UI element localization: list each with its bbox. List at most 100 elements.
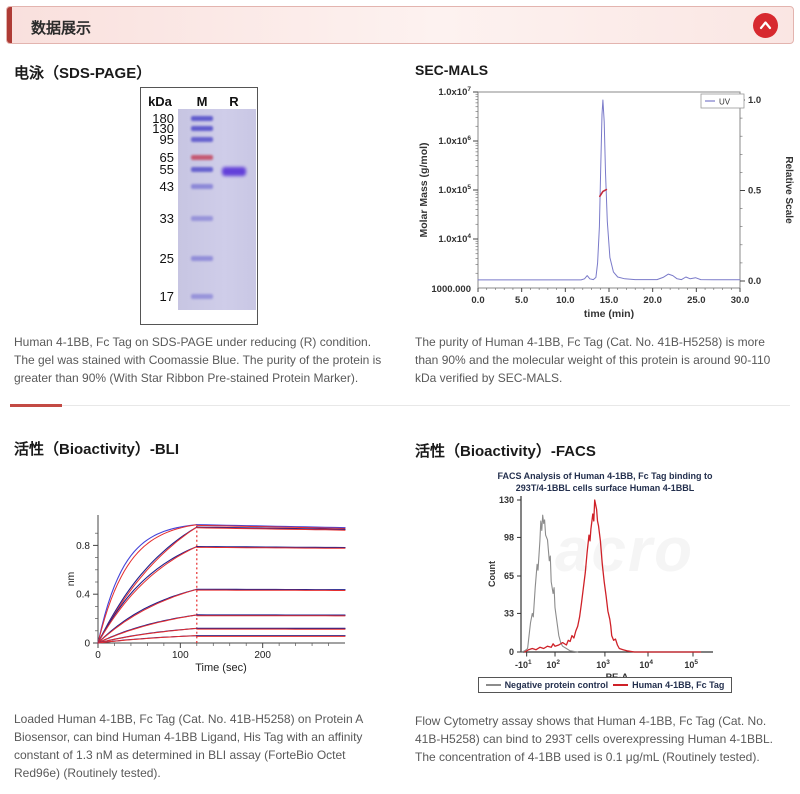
- facs-chart-title-line1: FACS Analysis of Human 4-1BB, Fc Tag bin…: [497, 471, 713, 481]
- x-axis-tick-label: 100: [172, 650, 189, 661]
- bli-data-association: [97, 546, 198, 644]
- header-accent-bar: [7, 7, 12, 43]
- gel-marker-band: [191, 155, 213, 160]
- y-axis-tick-label: 0.8: [76, 541, 90, 552]
- y-axis-tick-label: 98: [504, 532, 514, 542]
- section-title: 数据展示: [31, 20, 92, 37]
- gel-marker-band: [191, 137, 213, 142]
- gel-marker-label: 17: [159, 289, 174, 304]
- bli-fit-dissociation: [196, 527, 346, 531]
- bli-fit-association: [97, 614, 198, 644]
- facs-panel-title: 活性（Bioactivity）-FACS: [415, 443, 596, 460]
- x-axis-tick-label: 25.0: [687, 295, 706, 306]
- gel-marker-band: [191, 167, 213, 172]
- gel-lane-m-header: M: [196, 94, 208, 109]
- gel-lane-r-header: R: [229, 94, 239, 109]
- gel-marker-band: [191, 116, 213, 121]
- divider-accent: [10, 404, 62, 407]
- legend-item: Human 4-1BB, Fc Tag: [613, 680, 724, 690]
- sds-page-panel-title: 电泳（SDS-PAGE）: [14, 65, 152, 82]
- gel-marker-band: [191, 126, 213, 131]
- x-axis-tick-label: 0.0: [471, 295, 484, 306]
- x-axis-tick-label: 0: [95, 650, 101, 661]
- y-axis-tick-label: 0: [84, 639, 90, 650]
- gel-marker-ladder: 180 130 95 65 55 43 33 25 17: [141, 88, 257, 324]
- bli-data-association: [97, 524, 198, 644]
- right-axis-tick-label: 0.5: [748, 186, 762, 197]
- y-axis-tick-label: 1.0x105: [438, 184, 471, 196]
- legend-line-swatch: [613, 684, 629, 686]
- x-axis-tick-label: 10.0: [556, 295, 575, 306]
- bli-fit-dissociation: [196, 546, 346, 549]
- section-divider: [10, 404, 790, 408]
- bli-fit-association: [97, 635, 198, 644]
- gel-kda-header: kDa: [148, 94, 172, 109]
- bli-fit-association: [97, 524, 198, 644]
- divider-line: [10, 405, 790, 406]
- sds-page-gel-image: kDa M R 180 130 95 65 55 43 33 25 17: [140, 87, 258, 325]
- x-axis-title: time (min): [584, 308, 634, 320]
- gel-sample-band: [222, 167, 246, 176]
- gel-lane-area: [178, 109, 256, 310]
- legend-label: Negative protein control: [504, 680, 609, 690]
- bli-chart: 0 0.4 0.8 0 100 200 nm Time (sec): [65, 515, 346, 674]
- x-axis-tick-label: 103: [596, 659, 610, 670]
- gel-marker-label: 43: [159, 179, 174, 194]
- bli-data-dissociation: [196, 545, 346, 549]
- x-axis-tick-label: 15.0: [600, 295, 619, 306]
- section-header: 数据展示: [6, 6, 794, 44]
- gel-marker-label: 25: [159, 251, 174, 266]
- legend-item: Negative protein control: [485, 680, 609, 690]
- gel-marker-band: [191, 294, 213, 299]
- y-axis-tick-label: 0: [509, 647, 514, 657]
- y-axis-bottom-label: 1000.000: [431, 284, 471, 295]
- uv-trace: [477, 99, 741, 281]
- bli-caption: Loaded Human 4-1BB, Fc Tag (Cat. No. 41B…: [14, 712, 363, 780]
- facs-chart-title-line2: 293T/4-1BBL cells surface Human 4-1BBL: [515, 483, 695, 493]
- bli-fit-association: [97, 526, 198, 644]
- gel-marker-band: [191, 256, 213, 261]
- sds-page-caption: Human 4-1BB, Fc Tag on SDS-PAGE under re…: [14, 335, 382, 385]
- gel-marker-band: [191, 216, 213, 221]
- bli-data-dissociation: [196, 524, 346, 529]
- sec-mals-caption: The purity of Human 4-1BB, Fc Tag (Cat. …: [415, 335, 771, 385]
- molar-mass-trace: [599, 188, 608, 198]
- bli-fit-association: [97, 546, 198, 644]
- x-axis-tick-label: 30.0: [731, 295, 750, 306]
- y-axis-tick-label: 33: [504, 608, 514, 618]
- sample-histogram: [524, 499, 702, 653]
- gel-marker-label: 65: [159, 150, 174, 165]
- gel-marker-label: 180: [152, 111, 174, 126]
- facs-caption: Flow Cytometry assay shows that Human 4-…: [415, 714, 773, 764]
- y-axis-tick-label: 0.4: [76, 590, 90, 601]
- x-axis-tick-label: 102: [546, 659, 560, 670]
- gel-marker-label: 55: [159, 162, 174, 177]
- y-axis-title: nm: [65, 571, 77, 586]
- right-axis-title: Relative Scale: [783, 156, 794, 224]
- x-axis-tick-label: -101: [515, 659, 532, 670]
- x-axis-tick-label: 200: [254, 650, 271, 661]
- facs-legend: Negative protein control Human 4-1BB, Fc …: [477, 677, 733, 693]
- y-axis-tick-label: 65: [504, 571, 514, 581]
- bli-fit-dissociation: [196, 524, 346, 529]
- gel-marker-label: 33: [159, 211, 174, 226]
- y-axis-tick-label: 130: [499, 495, 514, 505]
- y-axis-tick-label: 1.0x107: [438, 86, 471, 98]
- chevron-up-icon: [759, 21, 772, 30]
- sec-mals-panel-title: SEC-MALS: [415, 62, 489, 78]
- gel-marker-label: 95: [159, 132, 174, 147]
- negative-control-histogram: [521, 514, 579, 653]
- collapse-section-button[interactable]: [753, 13, 778, 38]
- legend-label: Human 4-1BB, Fc Tag: [632, 680, 725, 690]
- x-axis-tick-label: 20.0: [643, 295, 662, 306]
- y-axis-title: Molar Mass (g/mol): [418, 142, 430, 237]
- plot-frame: [477, 91, 741, 289]
- bli-data-dissociation: [196, 526, 346, 530]
- legend-box: [700, 93, 745, 109]
- bli-panel-title: 活性（Bioactivity）-BLI: [14, 441, 180, 458]
- legend-line-swatch: [485, 684, 501, 686]
- x-axis-title: Time (sec): [195, 662, 247, 674]
